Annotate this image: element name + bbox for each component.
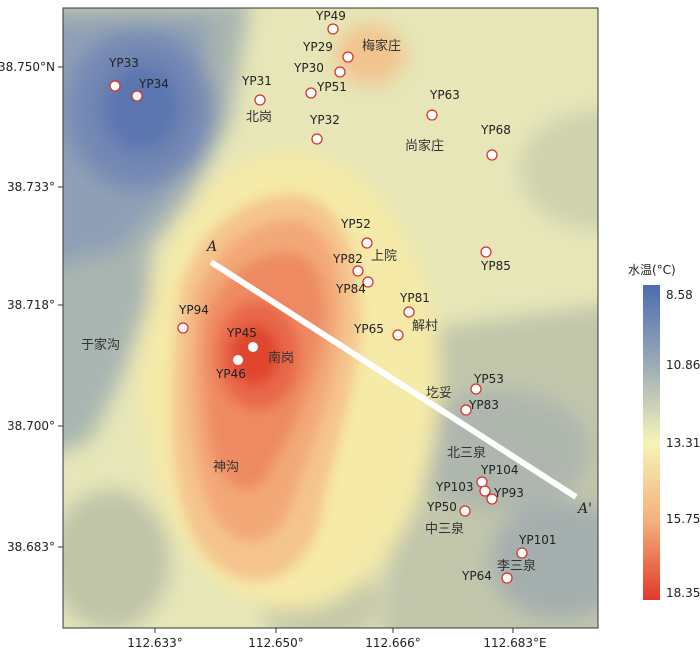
site-label: YP104 [480, 463, 518, 477]
y-tick-label: 38.750°N [0, 60, 55, 74]
place-label: 李三泉 [497, 558, 536, 574]
site-marker[interactable] [352, 265, 364, 277]
map-frame [62, 7, 599, 629]
site-label: YP49 [315, 9, 346, 23]
site-marker[interactable] [342, 51, 354, 63]
site-marker[interactable] [479, 485, 491, 497]
site-marker[interactable] [334, 66, 346, 78]
site-label: YP81 [399, 291, 430, 305]
site-label: YP93 [493, 486, 524, 500]
place-label: 于家沟 [81, 337, 120, 353]
site-marker[interactable] [362, 276, 374, 288]
site-label: YP50 [426, 500, 457, 514]
place-names: 梅家庄 北岗 尚家庄 上院 解村 于家沟 南岗 圪妥 北三泉 中三泉 神沟 李三… [81, 38, 536, 574]
x-tick-label: 112.633° [127, 636, 183, 649]
site-label: YP94 [178, 303, 209, 317]
site-label: YP52 [340, 217, 371, 231]
site-marker[interactable] [470, 383, 482, 395]
site-marker-solid[interactable] [248, 342, 258, 352]
site-marker[interactable] [361, 237, 373, 249]
site-label: YP34 [138, 77, 169, 91]
site-marker[interactable] [480, 246, 492, 258]
site-label: YP46 [215, 367, 246, 381]
place-label: 解村 [412, 319, 438, 334]
x-tick-label: 112.666° [365, 636, 421, 649]
legend-tick: 8.58 [666, 288, 693, 302]
site-marker[interactable] [305, 87, 317, 99]
y-tick-label: 38.718° [7, 298, 55, 312]
x-tick-label: 112.650° [248, 636, 304, 649]
place-label: 中三泉 [425, 521, 464, 537]
site-label: YP51 [316, 80, 347, 94]
site-marker[interactable] [403, 306, 415, 318]
legend-tick: 15.75 [666, 512, 700, 526]
site-marker[interactable] [459, 505, 471, 517]
profile-end-label: A' [576, 501, 592, 517]
legend-title: 水温(°C) [628, 263, 676, 277]
site-marker-solid[interactable] [233, 355, 243, 365]
site-marker[interactable] [486, 493, 498, 505]
site-label: YP33 [108, 56, 139, 70]
site-label: YP63 [429, 88, 460, 102]
y-axis-labels: 38.750°N 38.733° 38.718° 38.700° 38.683° [0, 60, 55, 554]
place-label: 南岗 [268, 350, 294, 366]
profile-line: A A' [205, 239, 592, 517]
site-marker[interactable] [486, 149, 498, 161]
site-label: YP32 [309, 113, 340, 127]
site-label: YP85 [480, 259, 511, 273]
place-label: 梅家庄 [362, 38, 401, 54]
site-label: YP53 [473, 372, 504, 386]
site-label: YP64 [461, 569, 492, 583]
place-label: 神沟 [213, 460, 239, 475]
y-tick-label: 38.683° [7, 540, 55, 554]
site-marker[interactable] [516, 547, 528, 559]
sampling-sites: YP49 YP29 YP30 YP51 YP31 YP33 YP34 YP32 … [108, 9, 556, 584]
site-marker[interactable] [460, 404, 472, 416]
site-marker[interactable] [426, 109, 438, 121]
legend-tick: 18.35 [666, 586, 700, 600]
site-marker[interactable] [311, 133, 323, 145]
site-label: YP30 [293, 61, 324, 75]
site-label: YP31 [241, 74, 272, 88]
axis-ticks [58, 66, 514, 633]
site-marker[interactable] [109, 80, 121, 92]
site-label: YP84 [335, 282, 366, 296]
place-label: 圪妥 [426, 386, 452, 401]
x-axis-labels: 112.633° 112.650° 112.666° 112.683°E [127, 636, 546, 649]
legend-tick: 13.31 [666, 436, 700, 450]
site-marker[interactable] [254, 94, 266, 106]
x-tick-label: 112.683°E [483, 636, 546, 649]
place-label: 北岗 [246, 110, 272, 125]
place-label: 上院 [371, 249, 397, 264]
profile-start-label: A [205, 239, 217, 255]
site-label: YP83 [468, 398, 499, 412]
site-label: YP68 [480, 123, 511, 137]
place-label: 尚家庄 [405, 138, 444, 154]
legend-tick: 10.86 [666, 358, 700, 372]
y-tick-label: 38.700° [7, 419, 55, 433]
site-marker[interactable] [177, 322, 189, 334]
site-label: YP103 [435, 480, 473, 494]
site-marker[interactable] [131, 90, 143, 102]
color-legend: 水温(°C) 8.58 10.86 13.31 15.75 18.35 [628, 263, 700, 600]
place-label: 北三泉 [447, 445, 486, 461]
site-marker[interactable] [392, 329, 404, 341]
site-label: YP82 [332, 252, 363, 266]
site-marker[interactable] [327, 23, 339, 35]
site-label: YP45 [226, 326, 257, 340]
site-label: YP65 [353, 322, 384, 336]
legend-color-bar [643, 285, 660, 600]
site-marker[interactable] [501, 572, 513, 584]
site-label: YP101 [518, 533, 556, 547]
site-label: YP29 [302, 40, 333, 54]
y-tick-label: 38.733° [7, 180, 55, 194]
